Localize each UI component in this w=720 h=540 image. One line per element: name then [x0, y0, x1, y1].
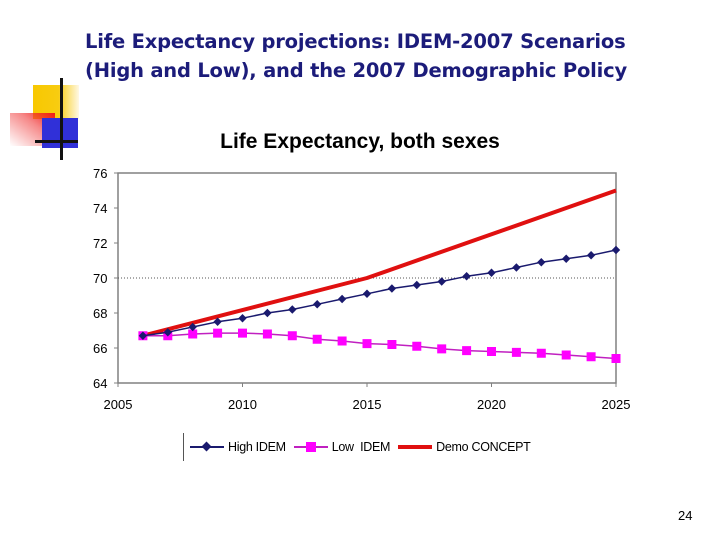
legend-item-low-idem: Low IDEM [293, 440, 391, 454]
slide-title: Life Expectancy projections: IDEM-2007 S… [85, 27, 715, 85]
legend-item-high-idem: High IDEM [190, 440, 286, 454]
data-point-square [536, 348, 546, 358]
data-point-square [188, 329, 198, 339]
legend-label-demo-concept: Demo CONCEPT [436, 440, 531, 454]
data-point-diamond [213, 317, 222, 326]
data-point-square [487, 347, 496, 356]
data-point-square [611, 354, 621, 363]
axes: 64 66 68 70 72 74 76 2005 2010 2015 2020 2025 [93, 166, 630, 412]
data-point-square [362, 339, 372, 349]
y-tick-label: 72 [93, 236, 107, 251]
x-tick-label: 2010 [228, 397, 257, 412]
logo-horizontal-line [35, 140, 78, 143]
data-point-diamond [263, 308, 272, 318]
data-point-diamond [412, 280, 421, 290]
diamond-marker-icon [190, 441, 224, 453]
data-point-diamond [188, 322, 197, 332]
data-point-diamond [462, 272, 471, 281]
page-number: 24 [678, 508, 693, 523]
x-tick-label: 2020 [477, 397, 506, 412]
data-point-diamond [586, 251, 596, 260]
data-point-diamond [362, 289, 372, 298]
data-point-square [561, 350, 571, 360]
data-point-square [387, 340, 397, 349]
data-point-square [412, 341, 422, 351]
series-high-idem [138, 245, 621, 340]
data-point-square [462, 346, 472, 356]
x-tick-label: 2015 [353, 397, 382, 412]
data-point-diamond [138, 331, 148, 340]
data-point-square [437, 344, 447, 354]
data-point-diamond [611, 245, 621, 255]
chart-legend: High IDEM Low IDEM Demo CONCEPT [183, 433, 539, 461]
data-point-square [213, 328, 223, 338]
y-tick-label: 66 [93, 341, 107, 356]
logo-vertical-line [60, 78, 63, 160]
slide-title-line-2: (High and Low), and the 2007 Demographic… [85, 59, 628, 82]
y-tick-label: 76 [93, 166, 107, 181]
legend-label-high-idem: High IDEM [228, 440, 286, 454]
data-point-diamond [437, 277, 446, 286]
y-tick-label: 68 [93, 306, 107, 321]
square-marker-icon [293, 441, 328, 453]
data-point-diamond [313, 300, 322, 309]
x-tick-label: 2025 [602, 397, 631, 412]
data-point-diamond [337, 294, 347, 304]
data-point-diamond [562, 254, 571, 263]
data-point-square [586, 352, 596, 362]
y-tick-label: 74 [93, 201, 107, 216]
legend-label-low-idem: Low IDEM [331, 440, 391, 454]
data-point-diamond [487, 268, 496, 277]
thick-line-icon [398, 441, 433, 453]
data-point-square [287, 331, 297, 341]
data-point-diamond [238, 314, 247, 323]
chart-title: Life Expectancy, both sexes [220, 130, 500, 153]
series-layer [138, 188, 621, 363]
decorative-blocks-icon [0, 70, 100, 170]
data-point-square [238, 328, 247, 338]
data-point-diamond [387, 284, 397, 293]
data-point-square [312, 334, 322, 344]
data-point-square [337, 336, 347, 346]
slide-title-line-1: Life Expectancy projections: IDEM-2007 S… [85, 30, 626, 53]
data-point-diamond [512, 263, 521, 272]
legend-item-demo-concept: Demo CONCEPT [398, 440, 531, 454]
y-tick-label: 64 [93, 376, 107, 391]
data-point-square [511, 347, 521, 357]
y-tick-label: 70 [93, 271, 107, 286]
data-point-diamond [537, 258, 546, 267]
series-demo-concept [142, 188, 617, 338]
data-point-diamond [163, 328, 172, 337]
x-tick-label: 2005 [104, 397, 133, 412]
data-point-square [262, 329, 272, 339]
series-line [142, 188, 617, 338]
data-point-diamond [288, 305, 297, 314]
series-line [142, 249, 617, 337]
